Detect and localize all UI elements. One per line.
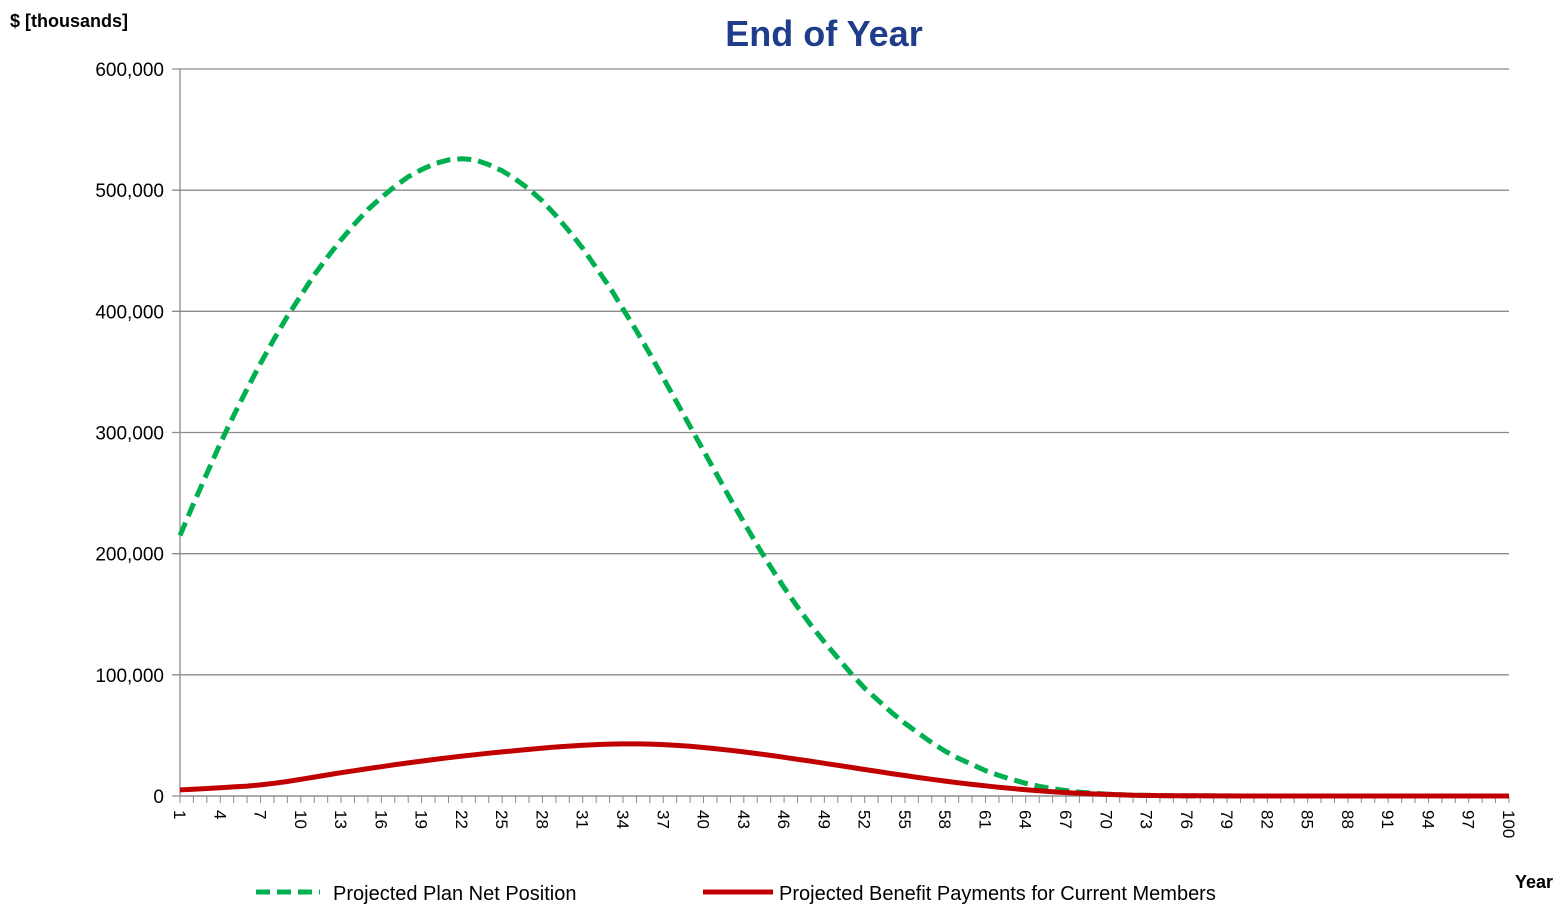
x-axis-label: Year xyxy=(1515,872,1553,892)
y-tick-label: 400,000 xyxy=(95,302,164,323)
x-tick-label: 79 xyxy=(1217,810,1236,829)
legend-label-plan-net-position: Projected Plan Net Position xyxy=(333,883,576,905)
x-tick-label: 88 xyxy=(1338,810,1357,829)
gridlines xyxy=(172,68,1509,797)
series-line-plan-net-position xyxy=(177,156,1509,799)
x-tick-label: 61 xyxy=(975,810,994,829)
x-tick-label: 4 xyxy=(210,810,229,819)
x-tick-label: 28 xyxy=(532,810,551,829)
x-tick-label: 82 xyxy=(1257,810,1276,829)
series-lines xyxy=(177,156,1509,799)
y-tick-label: 600,000 xyxy=(95,60,164,81)
x-tick-label: 58 xyxy=(935,810,954,829)
x-tick-label: 94 xyxy=(1418,810,1437,829)
y-tick-label: 300,000 xyxy=(95,424,164,445)
x-tick-label: 10 xyxy=(291,810,310,829)
x-tick-label: 85 xyxy=(1298,810,1317,829)
x-axis-ticks: 1 4 7 10 13 16 19 22 25 28 31 34 37 40 43 46 49 52 55 58 61 6… xyxy=(170,796,1518,838)
x-tick-label: 49 xyxy=(814,810,833,829)
x-tick-label: 46 xyxy=(774,810,793,829)
x-tick-label: 19 xyxy=(412,810,431,829)
x-tick-label: 25 xyxy=(492,810,511,829)
x-tick-label: 91 xyxy=(1378,810,1397,829)
x-tick-label: 52 xyxy=(855,810,874,829)
x-tick-label: 55 xyxy=(895,810,914,829)
x-tick-label: 43 xyxy=(734,810,753,829)
x-tick-label: 1 xyxy=(170,810,189,819)
legend: Projected Plan Net Position Projected Be… xyxy=(256,883,1216,905)
x-tick-label: 34 xyxy=(613,810,632,829)
x-tick-label: 67 xyxy=(1056,810,1075,829)
x-tick-label: 64 xyxy=(1016,810,1035,829)
x-tick-label: 100 xyxy=(1499,810,1518,838)
y-tick-label: 500,000 xyxy=(95,181,164,202)
x-tick-label: 70 xyxy=(1096,810,1115,829)
x-tick-label: 73 xyxy=(1137,810,1156,829)
x-tick-label: 76 xyxy=(1177,810,1196,829)
x-tick-label: 22 xyxy=(452,810,471,829)
series-line-benefit-payments xyxy=(179,741,1509,799)
y-axis-ticks: 0 100,000 200,000 300,000 400,000 500,000 600,… xyxy=(95,60,164,808)
x-tick-label: 97 xyxy=(1459,810,1478,829)
x-tick-label: 37 xyxy=(653,810,672,829)
y-tick-label: 200,000 xyxy=(95,545,164,566)
y-tick-label: 0 xyxy=(153,787,164,808)
legend-label-benefit-payments: Projected Benefit Payments for Current M… xyxy=(779,883,1216,905)
y-tick-label: 100,000 xyxy=(95,666,164,687)
y-axis-label: $ [thousands] xyxy=(10,11,128,31)
x-tick-label: 31 xyxy=(573,810,592,829)
x-tick-label: 40 xyxy=(694,810,713,829)
chart-title: End of Year xyxy=(725,13,922,54)
x-tick-label: 13 xyxy=(331,810,350,829)
x-tick-label: 7 xyxy=(251,810,270,819)
x-tick-label: 16 xyxy=(371,810,390,829)
